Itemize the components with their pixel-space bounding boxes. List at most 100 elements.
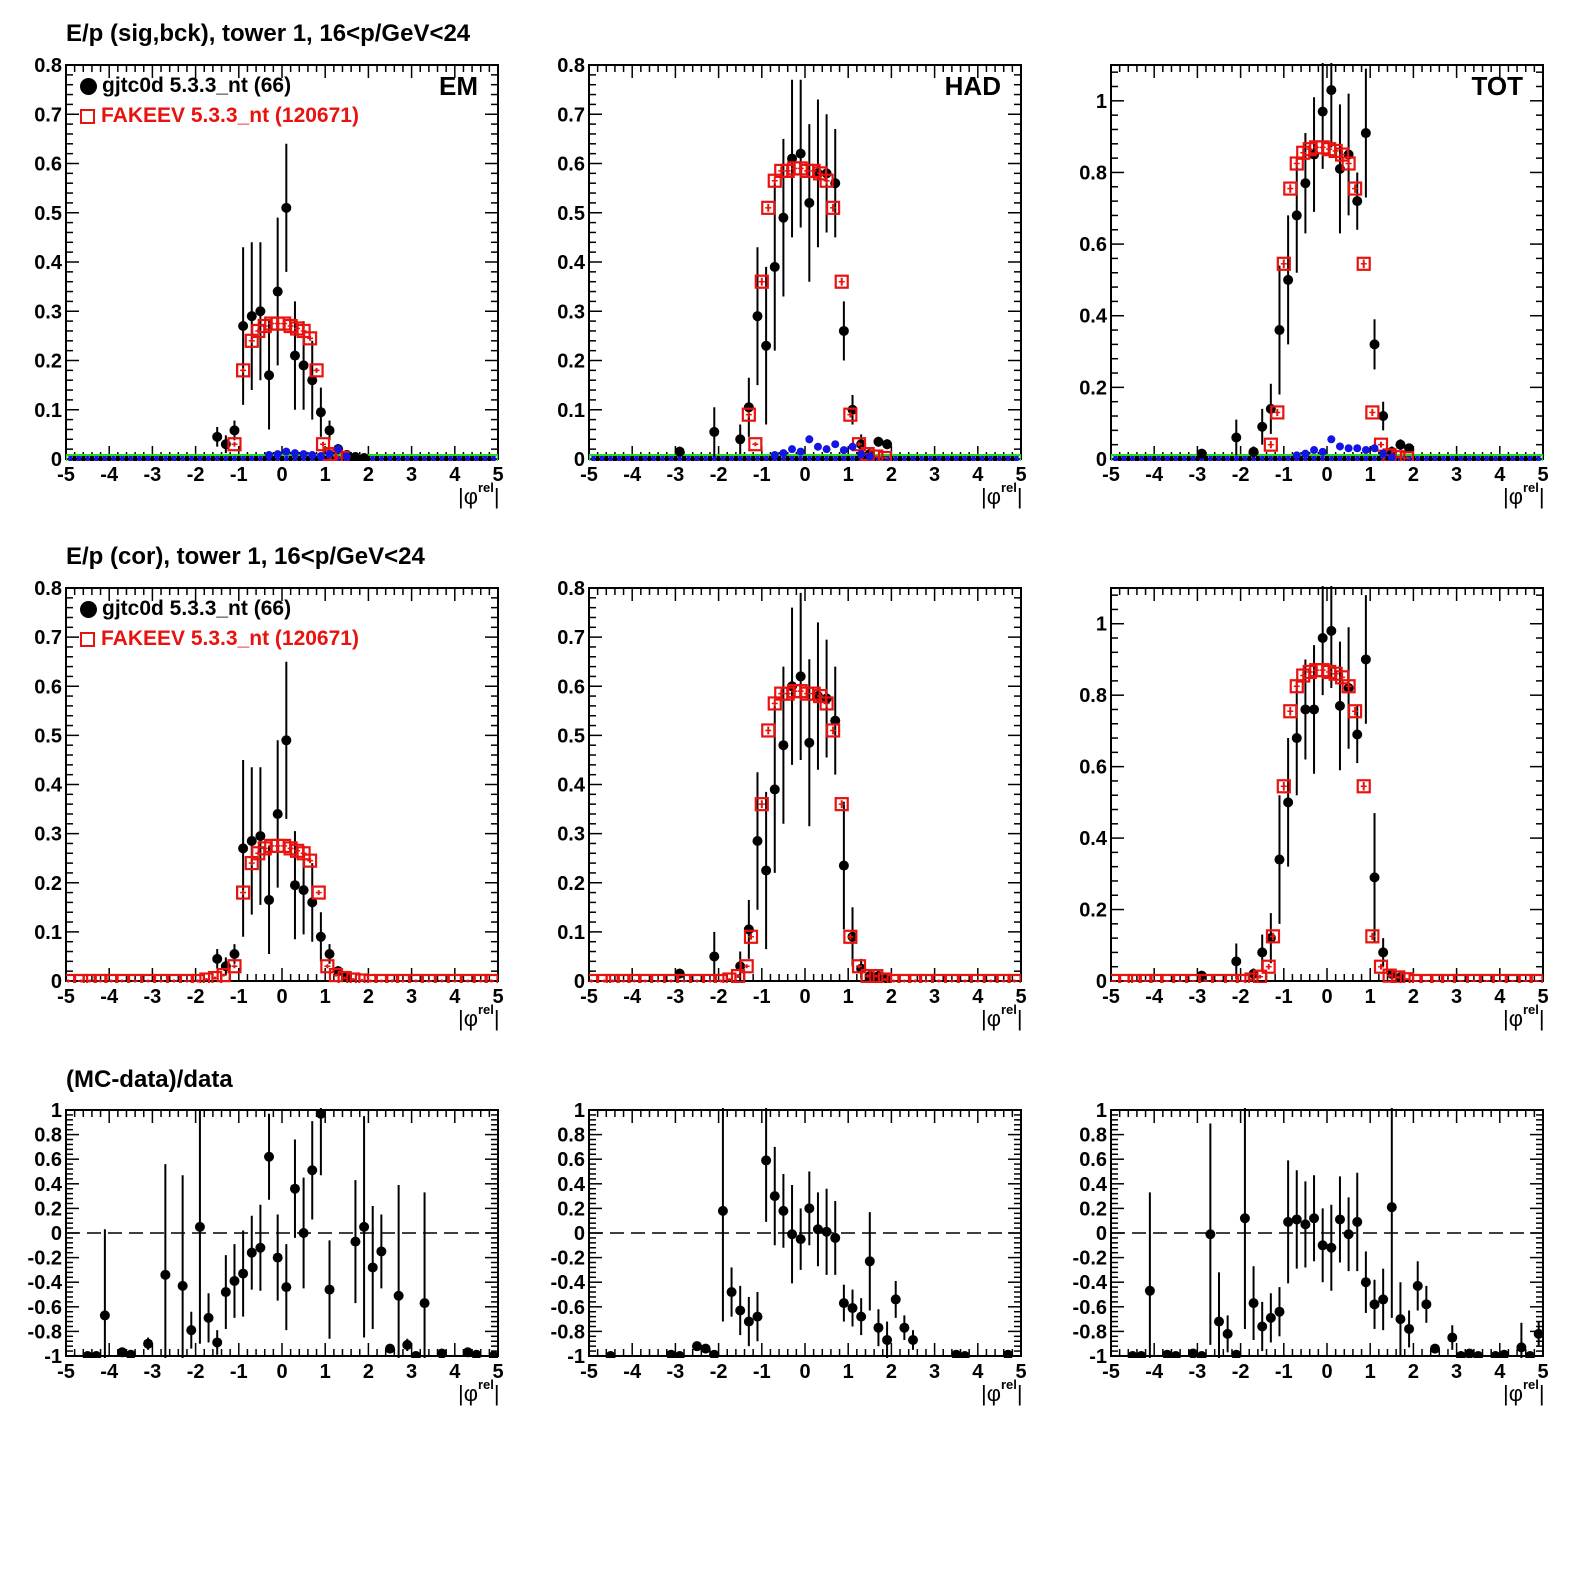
x-tick-label: 3	[1451, 986, 1462, 1008]
baseline-black-marker	[1186, 456, 1191, 461]
data-point	[864, 1256, 875, 1267]
blue-point	[848, 442, 857, 451]
baseline-black-marker	[820, 456, 825, 461]
baseline-blue-marker	[431, 456, 436, 461]
data-layer	[66, 143, 498, 461]
data-point	[125, 1349, 136, 1358]
baseline-black-marker	[150, 456, 155, 461]
x-tick-label: -3	[667, 1361, 685, 1383]
blue-point	[1353, 444, 1362, 453]
baseline-black-marker	[452, 456, 457, 461]
mc-point	[702, 973, 718, 983]
y-tick-label: 0	[574, 449, 585, 471]
data-point	[1360, 128, 1371, 139]
mc-point	[1356, 256, 1371, 271]
data-point	[289, 880, 300, 891]
baseline-black-marker	[984, 456, 989, 461]
data-point	[856, 1311, 867, 1322]
mc-point	[199, 972, 214, 983]
y-tick-label: -0.4	[28, 1272, 63, 1294]
row1-title: E/p (sig,bck), tower 1, 16<p/GeV<24	[66, 20, 471, 47]
baseline-black-marker	[1385, 456, 1390, 461]
data-point	[1300, 178, 1311, 189]
baseline-blue-marker	[422, 456, 427, 461]
baseline-black-marker	[236, 456, 241, 461]
blue-point	[1327, 435, 1336, 444]
data-point	[1239, 1213, 1250, 1224]
y-tick-label: 0.8	[1079, 685, 1107, 707]
x-tick-label: 4	[972, 464, 984, 486]
data-point	[838, 1298, 849, 1309]
data-point	[1170, 1351, 1181, 1358]
baseline-black-marker	[107, 456, 112, 461]
baseline-blue-marker	[94, 456, 99, 461]
data-point	[838, 325, 849, 336]
blue-point	[334, 445, 343, 454]
data-point	[1274, 854, 1285, 865]
mc-point	[1347, 704, 1363, 719]
baseline-blue-marker	[1121, 456, 1126, 461]
x-tick-label: -3	[667, 986, 685, 1008]
x-tick-label: -4	[1145, 464, 1164, 486]
data-point	[743, 924, 754, 935]
baseline-blue-marker	[1147, 456, 1152, 461]
data-layer	[589, 1108, 1021, 1358]
y-tick-label: 0.4	[557, 252, 586, 274]
baseline-black-marker	[435, 456, 440, 461]
baseline-black-marker	[1290, 456, 1295, 461]
x-tick-label: -5	[580, 986, 598, 1008]
baseline-black-marker	[1376, 456, 1381, 461]
data-point	[393, 1290, 404, 1301]
blue-point	[282, 447, 291, 456]
baseline-blue-marker	[591, 456, 596, 461]
data-point	[238, 843, 249, 854]
baseline-blue-marker	[651, 456, 656, 461]
legend-mc-row2: FAKEEV 5.3.3_nt (120671)	[80, 627, 359, 651]
panel-label: TOT	[1471, 71, 1523, 101]
y-tick-label: 0.2	[34, 873, 62, 895]
data-point	[1309, 1213, 1320, 1224]
data-point	[1248, 446, 1259, 457]
data-point	[1369, 1299, 1380, 1310]
baseline-blue-marker	[76, 456, 81, 461]
data-point	[1352, 729, 1363, 740]
x-tick-label: 4	[972, 1361, 984, 1383]
baseline-blue-marker	[1467, 456, 1472, 461]
baseline-blue-marker	[68, 456, 73, 461]
x-tick-label: -4	[623, 986, 642, 1008]
data-point	[229, 948, 240, 959]
data-point	[795, 148, 806, 159]
y-tick-label: 0.4	[1079, 1174, 1108, 1196]
baseline-blue-marker	[1476, 456, 1481, 461]
y-tick-label: -1	[1089, 1346, 1107, 1368]
data-point	[761, 340, 772, 351]
baseline-black-marker	[707, 456, 712, 461]
x-axis-title: |φrel|	[1503, 1377, 1545, 1406]
baseline-blue-marker	[1242, 456, 1247, 461]
data-point	[1334, 700, 1345, 711]
data-point	[264, 894, 275, 905]
x-tick-label: -2	[187, 1361, 205, 1383]
baseline-blue-marker	[1329, 456, 1334, 461]
baseline-black-marker	[768, 456, 773, 461]
mc-point	[1529, 973, 1543, 983]
y-tick-label: 0.6	[34, 154, 62, 176]
data-point	[778, 1205, 789, 1216]
x-tick-label: -4	[100, 986, 119, 1008]
baseline-blue-marker	[720, 456, 725, 461]
baseline-blue-marker	[1337, 456, 1342, 461]
mc-point	[761, 200, 776, 215]
data-point	[307, 1165, 318, 1176]
data-point	[1334, 1214, 1345, 1225]
data-point	[220, 1287, 231, 1298]
baseline-blue-marker	[824, 456, 829, 461]
data-point	[812, 1224, 823, 1235]
baseline-black-marker	[1281, 456, 1286, 461]
data-point	[1231, 956, 1242, 967]
data-point	[1231, 1349, 1242, 1358]
data-point	[787, 1229, 798, 1240]
data-point	[1291, 1214, 1302, 1225]
baseline-black-marker	[785, 456, 790, 461]
baseline-black-marker	[975, 456, 980, 461]
baseline-black-marker	[1117, 456, 1122, 461]
